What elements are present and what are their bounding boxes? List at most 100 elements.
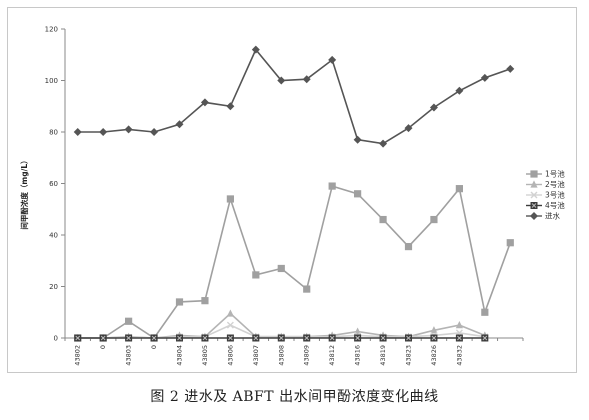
y-tick-label: 80: [49, 129, 58, 137]
data-point: [455, 334, 463, 342]
x-tick-label: 43805: [201, 345, 209, 366]
data-point: [455, 185, 463, 193]
data-point: [353, 135, 362, 144]
data-point: [175, 298, 184, 306]
data-point: [252, 334, 260, 342]
data-point: [302, 75, 311, 84]
x-tick-label: 43806: [226, 345, 234, 366]
legend-marker: [530, 202, 538, 209]
data-point: [481, 334, 489, 342]
data-point: [430, 215, 438, 224]
series-layer: [73, 45, 515, 342]
x-tick-label: 43826: [430, 345, 438, 366]
data-point: [379, 215, 387, 224]
x-tick-label: 43823: [405, 345, 413, 366]
data-point: [405, 334, 412, 342]
x-tick-label: 0: [99, 345, 107, 349]
data-point: [125, 317, 133, 325]
line-chart: 0 20 40 60 80 100 120 43802 0 43803 0 43804 43805 438…: [19, 26, 565, 366]
data-point: [277, 76, 286, 85]
data-point: [430, 326, 438, 334]
data-point: [124, 125, 133, 134]
chart-frame: 0 20 40 60 80 100 120 43802 0 43803 0 43804 43805 438…: [7, 7, 577, 373]
x-tick-label: 43804: [176, 345, 184, 366]
data-point: [150, 334, 158, 342]
data-point: [200, 98, 209, 107]
data-point: [226, 195, 234, 203]
x-tick-label: 43816: [354, 345, 362, 366]
axes: 0 20 40 60 80 100 120 43802 0 43803 0 43804 43805 438…: [45, 26, 524, 366]
series-4: [74, 334, 489, 342]
legend-label: 1号池: [545, 169, 565, 179]
data-point: [379, 334, 387, 342]
series-line: [77, 48, 511, 145]
data-point: [404, 242, 413, 251]
figure-caption: 图 2 进水及 ABFT 出水间甲酚浓度变化曲线: [150, 389, 439, 405]
data-point: [73, 128, 82, 136]
data-point: [430, 334, 438, 342]
data-point: [455, 86, 464, 95]
legend-item: 进水: [526, 211, 560, 221]
data-point: [455, 321, 463, 329]
data-point: [354, 190, 362, 198]
data-point: [125, 334, 133, 342]
y-tick-label: 40: [49, 232, 58, 240]
data-point: [379, 139, 388, 148]
data-point: [226, 102, 235, 111]
legend-marker: [530, 191, 538, 199]
data-point: [354, 334, 362, 342]
legend-marker: [530, 212, 538, 220]
data-point: [404, 124, 413, 133]
data-point: [303, 334, 311, 342]
data-point: [226, 334, 234, 342]
x-tick-label: 43802: [74, 345, 82, 366]
data-point: [328, 55, 337, 64]
data-point: [429, 103, 438, 112]
y-axis-label: 间甲酚浓度（mg/L）: [19, 156, 29, 229]
legend-marker: [530, 180, 538, 188]
data-point: [176, 334, 183, 342]
data-point: [328, 182, 336, 190]
legend-item: 3号池: [526, 190, 565, 200]
legend-label: 进水: [545, 211, 560, 221]
y-tick-label: 100: [45, 77, 58, 85]
data-point: [328, 334, 336, 342]
legend-label: 3号池: [545, 190, 565, 200]
data-point: [99, 334, 107, 342]
data-point: [226, 321, 234, 329]
x-tick-label: 43832: [455, 345, 463, 366]
x-tick-label: 43807: [252, 345, 260, 366]
data-point: [226, 309, 234, 317]
data-point: [99, 128, 108, 136]
x-tick-label: 43808: [277, 345, 285, 366]
data-point: [481, 308, 489, 316]
y-tick-label: 60: [49, 180, 58, 188]
data-point: [506, 64, 515, 73]
data-point: [251, 45, 260, 54]
y-tick-label: 20: [49, 283, 58, 291]
data-point: [201, 334, 209, 342]
data-point: [277, 264, 285, 273]
series-5: [73, 45, 515, 148]
legend-label: 4号池: [545, 200, 565, 210]
data-point: [277, 334, 285, 342]
series-line: [77, 185, 512, 340]
data-point: [175, 120, 184, 129]
data-point: [74, 334, 82, 342]
legend-label: 2号池: [545, 179, 565, 189]
legend-item: 4号池: [526, 200, 565, 210]
legend-item: 2号池: [526, 179, 565, 189]
series-1: [74, 182, 514, 342]
x-tick-label: 43809: [303, 345, 311, 366]
y-tick-label: 0: [54, 335, 58, 343]
data-point: [506, 239, 514, 247]
legend-marker: [530, 170, 538, 178]
legend-item: 1号池: [526, 169, 565, 179]
data-point: [252, 271, 260, 279]
x-tick-label: 43812: [328, 345, 336, 366]
data-point: [201, 297, 209, 305]
data-point: [480, 73, 489, 82]
data-point: [303, 285, 311, 293]
y-tick-label: 120: [45, 26, 58, 34]
